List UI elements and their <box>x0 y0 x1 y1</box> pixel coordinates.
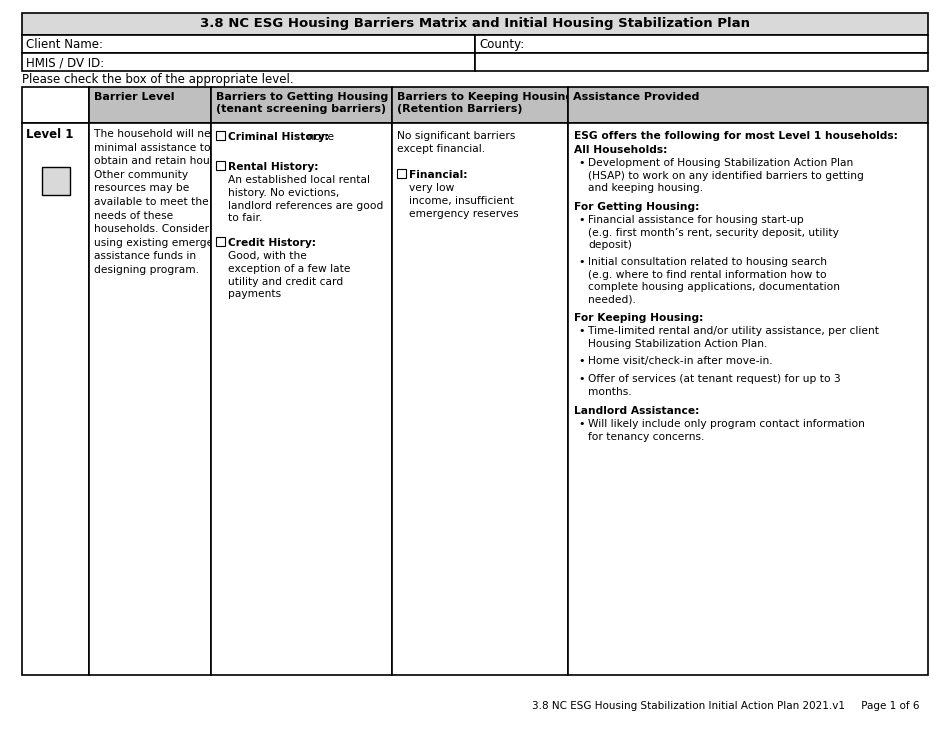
Text: County:: County: <box>479 38 524 51</box>
Text: HMIS / DV ID:: HMIS / DV ID: <box>26 56 104 69</box>
Bar <box>22 35 475 53</box>
Text: ESG offers the following for most Level 1 households:: ESG offers the following for most Level … <box>574 131 898 141</box>
Text: •: • <box>578 356 584 366</box>
Text: Good, with the
exception of a few late
utility and credit card
payments: Good, with the exception of a few late u… <box>228 251 351 299</box>
Text: All Households:: All Households: <box>574 145 667 155</box>
Bar <box>22 123 89 675</box>
Bar <box>475 53 928 71</box>
Bar <box>568 123 928 675</box>
Bar <box>568 87 928 123</box>
Text: •: • <box>578 215 584 225</box>
Text: •: • <box>578 419 584 429</box>
Text: For Keeping Housing:: For Keeping Housing: <box>574 313 703 323</box>
Text: very low
income, insufficient
emergency reserves: very low income, insufficient emergency … <box>409 183 519 218</box>
Bar <box>475 35 928 53</box>
Text: •: • <box>578 374 584 384</box>
Text: Offer of services (at tenant request) for up to 3
months.: Offer of services (at tenant request) fo… <box>588 374 841 397</box>
Text: Barriers to Getting Housing
(tenant screening barriers): Barriers to Getting Housing (tenant scre… <box>216 92 389 114</box>
Text: Assistance Provided: Assistance Provided <box>573 92 699 102</box>
Text: •: • <box>578 326 584 336</box>
Text: For Getting Housing:: For Getting Housing: <box>574 202 699 212</box>
Text: Client Name:: Client Name: <box>26 38 103 51</box>
Text: 3.8 NC ESG Housing Stabilization Initial Action Plan 2021.v1     Page 1 of 6: 3.8 NC ESG Housing Stabilization Initial… <box>533 701 920 711</box>
Text: Rental History:: Rental History: <box>228 162 318 172</box>
Text: The household will need
minimal assistance to
obtain and retain housing.
Other c: The household will need minimal assistan… <box>94 129 236 275</box>
Text: Financial assistance for housing start-up
(e.g. first month’s rent, security dep: Financial assistance for housing start-u… <box>588 215 839 250</box>
Text: No significant barriers
except financial.: No significant barriers except financial… <box>397 131 515 154</box>
Text: An established local rental
history. No evictions,
landlord references are good
: An established local rental history. No … <box>228 175 384 224</box>
Text: Time-limited rental and/or utility assistance, per client
Housing Stabilization : Time-limited rental and/or utility assis… <box>588 326 879 349</box>
Bar <box>22 53 475 71</box>
Text: Financial:: Financial: <box>409 170 467 180</box>
Text: Barrier Level: Barrier Level <box>94 92 175 102</box>
Bar <box>89 123 211 675</box>
Text: 3.8 NC ESG Housing Barriers Matrix and Initial Housing Stabilization Plan: 3.8 NC ESG Housing Barriers Matrix and I… <box>200 18 750 31</box>
Text: Credit History:: Credit History: <box>228 238 316 248</box>
Bar <box>216 161 225 170</box>
Bar <box>89 87 211 123</box>
Bar <box>22 87 89 123</box>
Bar <box>211 87 392 123</box>
Bar <box>22 13 928 35</box>
Bar <box>216 237 225 246</box>
Text: Development of Housing Stabilization Action Plan
(HSAP) to work on any identifie: Development of Housing Stabilization Act… <box>588 158 864 193</box>
Text: Landlord Assistance:: Landlord Assistance: <box>574 406 699 416</box>
Text: Please check the box of the appropriate level.: Please check the box of the appropriate … <box>22 73 294 86</box>
Text: none: none <box>304 132 334 142</box>
Text: •: • <box>578 158 584 168</box>
Bar <box>42 167 69 195</box>
Bar <box>397 169 406 178</box>
Bar <box>211 123 392 675</box>
Text: Will likely include only program contact information
for tenancy concerns.: Will likely include only program contact… <box>588 419 864 441</box>
Bar <box>216 131 225 140</box>
Text: •: • <box>578 257 584 267</box>
Text: Criminal History:: Criminal History: <box>228 132 329 142</box>
Text: Barriers to Keeping Housing
(Retention Barriers): Barriers to Keeping Housing (Retention B… <box>397 92 573 114</box>
Bar <box>392 87 568 123</box>
Bar <box>392 123 568 675</box>
Text: Level 1: Level 1 <box>26 128 73 141</box>
Text: Home visit/check-in after move-in.: Home visit/check-in after move-in. <box>588 356 772 366</box>
Text: Initial consultation related to housing search
(e.g. where to find rental inform: Initial consultation related to housing … <box>588 257 840 305</box>
